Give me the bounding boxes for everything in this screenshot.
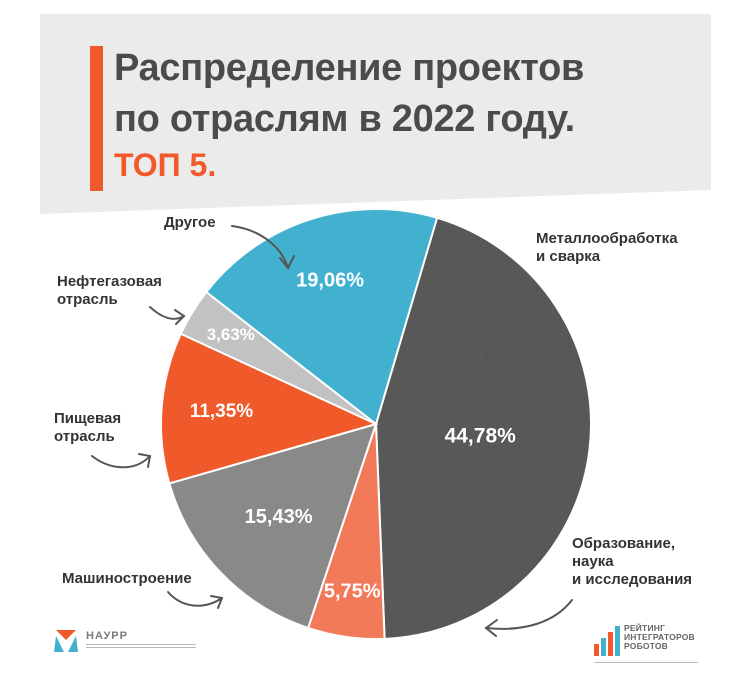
arrow-other (231, 225, 289, 269)
slice-value-oil-gas: 3,63% (207, 325, 255, 344)
arrow-food-head (138, 453, 152, 468)
naurr-logo-text: НАУРР (86, 630, 128, 642)
pie-slices (159, 208, 593, 640)
arrow-other-head (279, 255, 295, 270)
header-background (40, 14, 711, 214)
rating-logo-text: РЕЙТИНГ ИНТЕГРАТОРОВ РОБОТОВ (624, 623, 695, 651)
category-label-other: Другое (164, 214, 216, 231)
arrow-education (485, 599, 573, 630)
arrow-machinery-head (210, 595, 224, 609)
naurr-logo-icon (54, 630, 78, 652)
arrow-machinery (167, 591, 223, 607)
chart-title-line-2: по отраслям в 2022 году. (114, 98, 575, 140)
chart-subtitle: ТОП 5. (114, 147, 217, 183)
slice-value-education: 5,75% (324, 581, 381, 603)
naurr-logo: НАУРР (52, 624, 196, 664)
category-label-education: Образование, наука и исследования (572, 535, 693, 588)
category-label-food: Пищевая отрасль (54, 410, 122, 445)
category-label-machinery: Машиностроение (62, 570, 192, 587)
arrow-oil-gas-head (174, 309, 186, 325)
pie-slice-metalworking (374, 216, 593, 640)
slice-value-metalworking: 44,78% (445, 425, 517, 448)
category-label-oil-gas: Нефтегазовая отрасль (57, 273, 162, 308)
label-arrows (91, 225, 573, 637)
title-accent-bar (90, 46, 103, 191)
slice-value-food: 11,35% (190, 401, 253, 422)
rating-logo-subtext (594, 662, 698, 663)
chart-title-line-1: Распределение проектов (114, 47, 585, 89)
rating-logo-icon (594, 626, 620, 656)
category-label-metalworking: Металлообработка и сварка (536, 230, 678, 265)
pie-slice-other (204, 208, 439, 426)
pie-slice-food (159, 332, 379, 485)
rating-logo: РЕЙТИНГ ИНТЕГРАТОРОВ РОБОТОВ (594, 622, 704, 666)
slice-value-labels: 44,78% 5,75% 15,43% 11,35% 3,63% 19,06% (190, 269, 516, 602)
pie-slice-machinery (168, 422, 378, 630)
arrow-food (91, 455, 151, 469)
naurr-logo-subtext (86, 644, 196, 648)
arrow-metalworking-head (479, 345, 499, 360)
arrow-metalworking (486, 299, 546, 359)
slice-value-other: 19,06% (296, 269, 364, 291)
arrow-education-head (484, 619, 498, 637)
slice-value-machinery: 15,43% (245, 506, 313, 528)
